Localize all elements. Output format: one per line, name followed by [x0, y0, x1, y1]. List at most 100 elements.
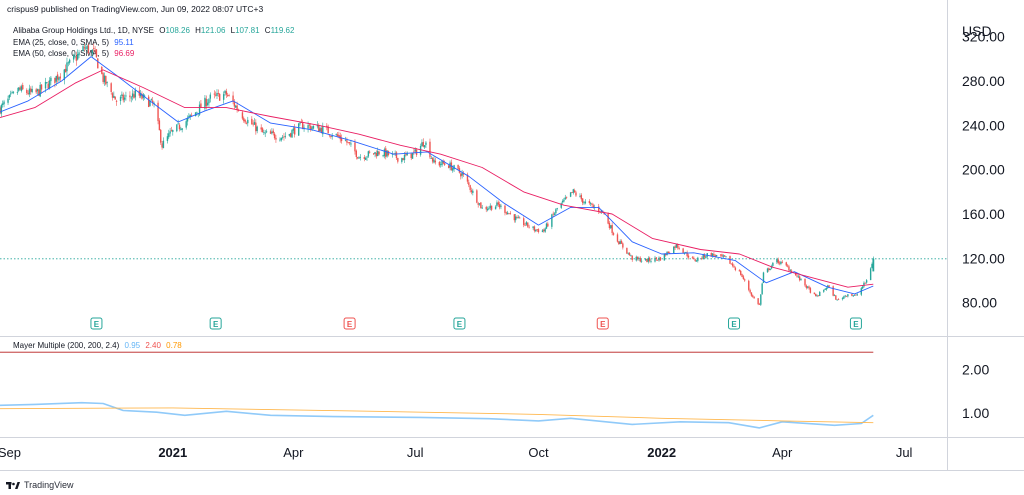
candle-body [83, 47, 86, 49]
candle-body [489, 205, 491, 209]
candle-body [198, 104, 201, 115]
candle-body [500, 205, 502, 207]
svg-text:Mayer Multiple (200, 200, 2.4): Mayer Multiple (200, 200, 2.4) 0.95 2.40… [13, 341, 182, 350]
time-tick-label: Apr [283, 445, 304, 460]
ohlc-low-label: L [231, 26, 236, 35]
earnings-marker[interactable]: E [209, 317, 222, 330]
candle-body [103, 75, 106, 83]
candle-body [354, 142, 356, 152]
tradingview-logo-icon [6, 481, 20, 489]
candle-body [693, 257, 695, 260]
candle-body [273, 133, 276, 139]
candle-body [222, 94, 225, 100]
candle-body [490, 205, 493, 210]
candle-body [158, 120, 161, 131]
candle-body [31, 88, 33, 93]
candle-body [752, 295, 754, 297]
candle-body [214, 94, 217, 96]
candle-body [320, 127, 323, 133]
candle-body [406, 152, 408, 156]
candle-body [636, 256, 639, 259]
earnings-letter-icon: E [213, 320, 219, 329]
candle-body [627, 252, 629, 254]
candle-body [58, 77, 60, 81]
candle-body [457, 164, 459, 169]
candle-body [50, 77, 52, 82]
candle-body [47, 83, 49, 89]
candle-body [675, 243, 678, 248]
candle-body [655, 257, 658, 260]
candle-body [401, 158, 403, 162]
candle-body [373, 153, 375, 155]
candle-body [336, 134, 339, 137]
candle-body [330, 136, 332, 137]
indicator-value-1: 0.95 [125, 341, 141, 350]
candle-body [721, 254, 723, 257]
earnings-marker[interactable]: E [728, 317, 741, 330]
candle-body [470, 190, 473, 193]
candle-body [255, 122, 257, 132]
candle-body [22, 85, 24, 90]
candle-body [513, 214, 516, 221]
candle-body [95, 49, 98, 58]
candle-body [573, 190, 576, 193]
candle-body [235, 105, 237, 108]
candle-body [67, 62, 70, 64]
candle-body [228, 95, 230, 96]
candle-body [523, 218, 525, 225]
earnings-marker[interactable]: E [849, 317, 862, 330]
earnings-marker[interactable]: E [90, 317, 103, 330]
candle-body [157, 102, 159, 122]
candle-body [441, 160, 443, 166]
candle-body [556, 208, 558, 209]
candle-body [508, 213, 510, 215]
earnings-marker[interactable]: E [343, 317, 356, 330]
candle-body [519, 217, 521, 219]
price-plot [0, 43, 947, 306]
candle-body [0, 107, 1, 114]
candle-body [650, 261, 652, 262]
ohlc-high-value: 121.06 [201, 26, 226, 35]
candle-body [610, 225, 612, 229]
candle-body [630, 255, 632, 257]
candle-body [20, 86, 23, 91]
candle-body [722, 255, 725, 257]
candle-body [190, 114, 193, 116]
candle-body [66, 62, 68, 72]
candle-body [114, 96, 116, 100]
indicator-label: Mayer Multiple (200, 200, 2.4) [13, 341, 120, 350]
candle-body [760, 294, 762, 305]
candle-body [161, 143, 163, 148]
candle-body [532, 226, 534, 228]
earnings-marker[interactable]: E [596, 317, 609, 330]
candle-body [378, 151, 380, 155]
candle-body [581, 198, 584, 203]
candle-body [485, 206, 487, 210]
candle-body [291, 130, 293, 138]
svg-text:Alibaba Group Holdings Ltd., 1: Alibaba Group Holdings Ltd., 1D, NYSE O1… [13, 26, 295, 35]
candle-body [697, 257, 699, 261]
candle-body [607, 214, 609, 224]
candle-body [825, 287, 828, 290]
candle-body [28, 88, 31, 95]
candle-body [375, 152, 378, 157]
candle-body [40, 84, 43, 90]
earnings-letter-icon: E [347, 320, 353, 329]
candle-body [125, 95, 127, 97]
candle-body [425, 142, 427, 145]
candle-body [824, 289, 826, 290]
candle-body [628, 253, 631, 256]
candle-body [433, 159, 435, 163]
candle-body [687, 255, 690, 258]
candle-body [780, 261, 782, 265]
candle-body [514, 216, 517, 221]
candle-body [272, 130, 274, 134]
candle-body [509, 213, 512, 215]
candle-body [185, 121, 187, 128]
candle-body [16, 91, 19, 93]
candle-body [847, 294, 849, 297]
candle-body [348, 142, 351, 144]
earnings-marker[interactable]: E [453, 317, 466, 330]
candle-body [711, 253, 714, 257]
